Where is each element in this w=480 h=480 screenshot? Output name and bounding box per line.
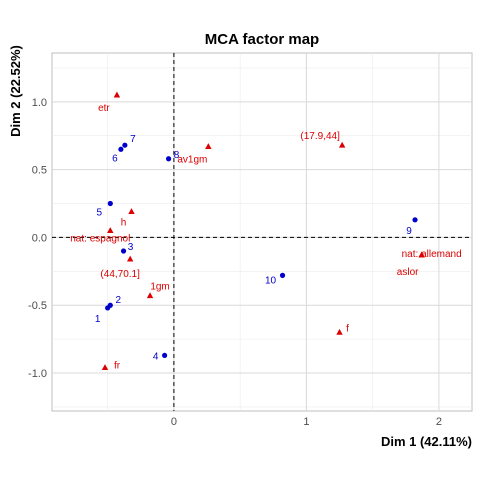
category-label-nat-allemand: nat: allemand	[402, 249, 462, 260]
category-label-aslor: aslor	[397, 267, 419, 278]
y-tick-label: 0.0	[32, 232, 47, 244]
category-label-av1gm: av1gm	[177, 155, 207, 166]
individual-point-2	[108, 303, 113, 308]
y-tick-label: -1.0	[28, 368, 47, 380]
individual-label-2: 2	[116, 295, 122, 306]
individual-label-6: 6	[112, 153, 118, 164]
plot-panel: 0 1 2-1.0-0.50.00.51.012345678910etrav1gm(…	[28, 53, 472, 428]
individual-point-3	[121, 248, 126, 253]
category-label-h: h	[121, 218, 127, 229]
individual-label-7: 7	[130, 134, 136, 145]
individual-point-7	[122, 143, 127, 148]
individual-point-6	[118, 147, 123, 152]
individual-point-4	[162, 353, 167, 358]
individual-point-8	[166, 156, 171, 161]
y-tick-label: 1.0	[32, 97, 47, 109]
y-tick-label: -0.5	[28, 300, 47, 312]
individual-point-5	[108, 201, 113, 206]
x-tick-label: 2	[436, 416, 442, 428]
x-tick-label: 1	[303, 416, 309, 428]
individual-label-10: 10	[265, 275, 277, 286]
category-label-44-70-1: (44,70.1]	[100, 269, 140, 280]
chart-title: MCA factor map	[205, 31, 319, 48]
individual-label-4: 4	[153, 351, 159, 362]
category-label-fr: fr	[114, 361, 121, 372]
category-label-etr: etr	[98, 103, 110, 114]
individual-label-5: 5	[97, 208, 103, 219]
x-tick-label: 0	[171, 416, 177, 428]
category-label-17-9-44: (17.9,44]	[300, 131, 340, 142]
category-label-f: f	[346, 323, 349, 334]
individual-label-1: 1	[95, 314, 101, 325]
y-axis-title: Dim 2 (22.52%)	[8, 45, 23, 137]
category-label-1gm: 1gm	[150, 282, 169, 293]
y-tick-label: 0.5	[32, 165, 47, 177]
x-axis-title: Dim 1 (42.11%)	[381, 434, 472, 449]
individual-label-9: 9	[406, 226, 412, 237]
individual-point-10	[280, 273, 285, 278]
category-label-nat-espagnol: nat: espagnol	[70, 234, 130, 245]
individual-point-9	[412, 217, 417, 222]
